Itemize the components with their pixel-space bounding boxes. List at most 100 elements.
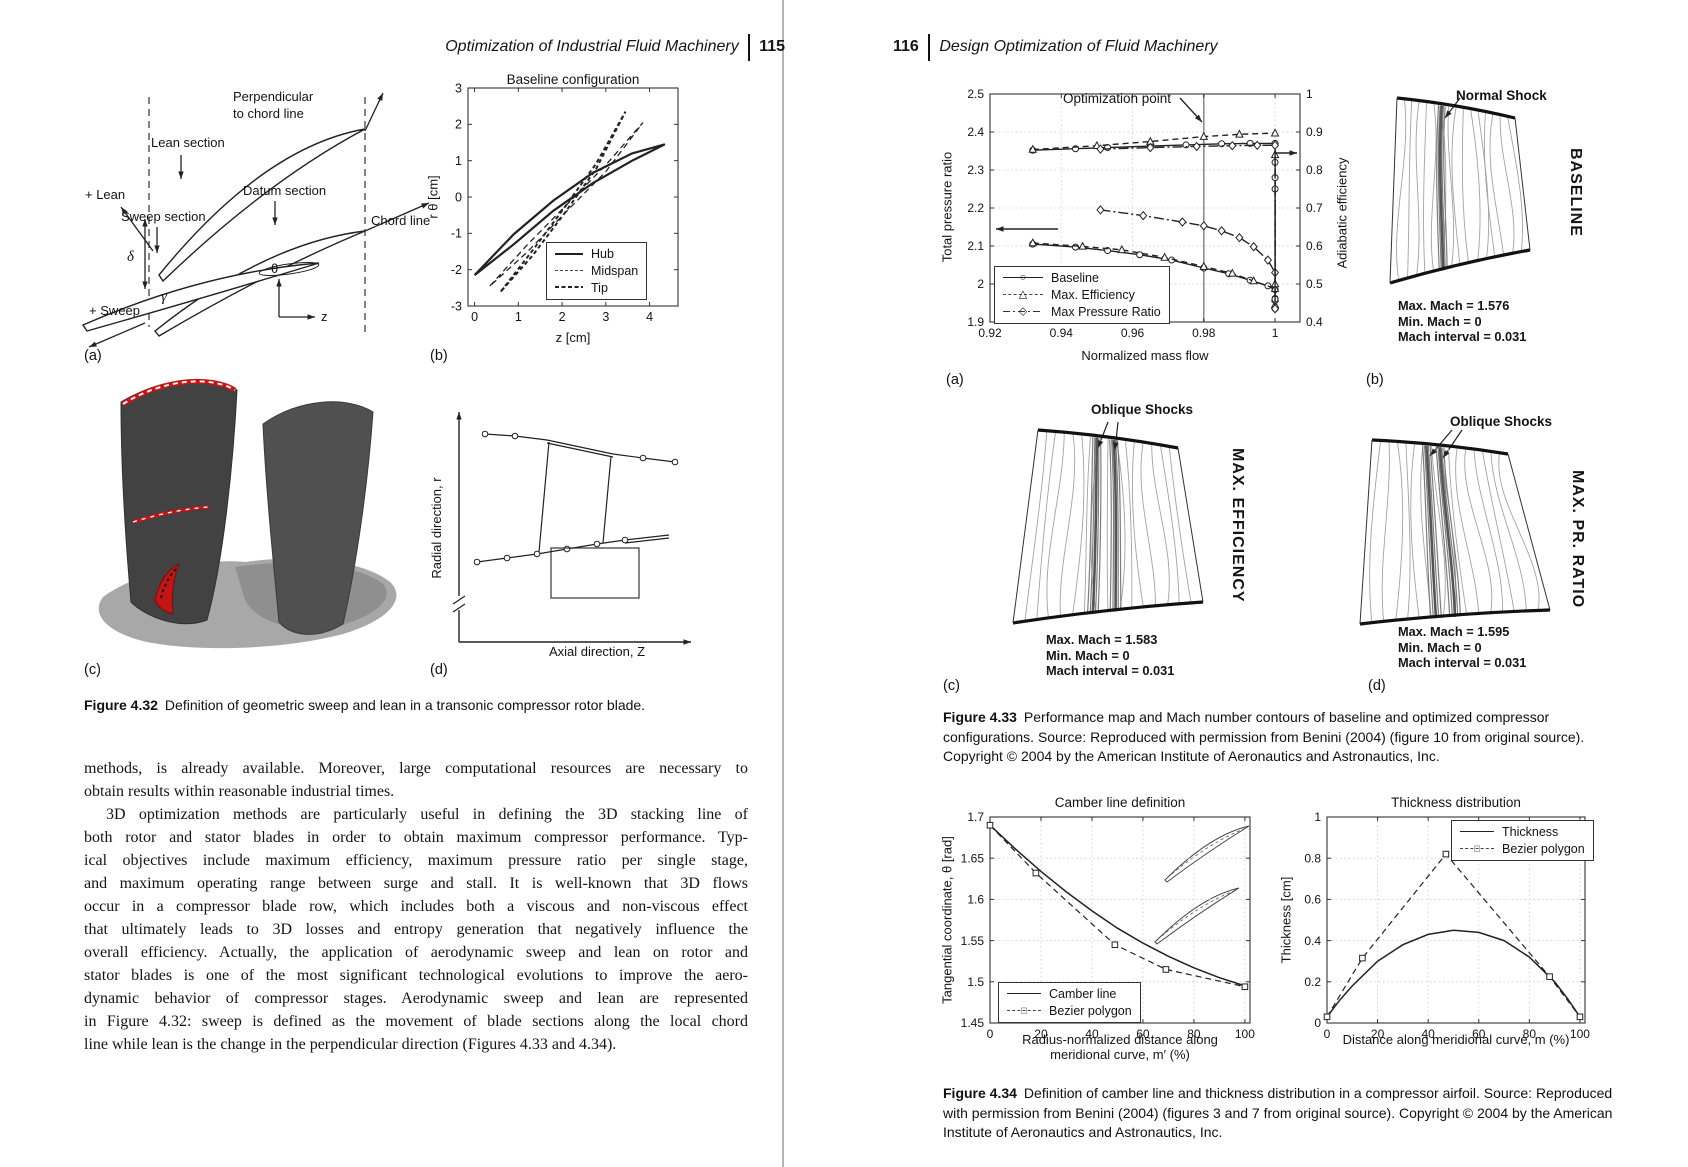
y-axis-label: Radial direction, r xyxy=(429,477,444,579)
svg-text:1: 1 xyxy=(1314,810,1321,824)
svg-text:0: 0 xyxy=(471,310,478,324)
body-line: 3D optimization methods are particularly… xyxy=(106,806,748,823)
x-axis-label: Axial direction, Z xyxy=(549,644,645,659)
svg-text:80: 80 xyxy=(1523,1027,1537,1041)
chart-title: Baseline configuration xyxy=(506,72,640,87)
legend-line-sample xyxy=(555,249,583,260)
svg-text:1.6: 1.6 xyxy=(967,893,984,907)
svg-text:2: 2 xyxy=(977,277,984,291)
optimization-point-annotation: Optimization point xyxy=(1063,91,1172,106)
legend-line-sample xyxy=(1460,827,1494,838)
mach-stats-max-efficiency: Max. Mach = 1.583 Min. Mach = 0 Mach int… xyxy=(1046,632,1174,679)
panel-label-a: (a) xyxy=(84,348,102,364)
figure-4-34-caption: Figure 4.34 Definition of camber line and… xyxy=(943,1084,1633,1143)
panel-label-c: (c) xyxy=(84,662,101,678)
x-axis-label: Normalized mass flow xyxy=(1081,348,1209,363)
page-gutter-divider xyxy=(782,0,784,1167)
running-head-title: Design Optimization of Fluid Machinery xyxy=(939,38,1218,55)
y-axis-label: Tangential coordinate, θ [rad] xyxy=(939,836,955,1004)
legend-figure-4-33a: ○ Baseline △ Max. Efficiency ◇ Max Pressure… xyxy=(994,266,1170,324)
figure-4-33-panel-d-contour xyxy=(1359,429,1551,626)
label-theta-axis: θ xyxy=(271,261,278,276)
label-datum-section: Datum section xyxy=(243,183,326,198)
body-line: ical objectives include maximum efficien… xyxy=(84,852,748,869)
legend-item: △ Max. Efficiency xyxy=(1003,288,1161,302)
svg-text:60: 60 xyxy=(1136,1027,1150,1041)
svg-text:0.8: 0.8 xyxy=(1306,163,1323,177)
svg-text:0.4: 0.4 xyxy=(1306,315,1323,329)
body-line: dynamic behavior of compressor stages. A… xyxy=(84,990,748,1007)
figure-4-33-panel-b-contour xyxy=(1389,96,1531,285)
legend-line-sample: □ xyxy=(1460,844,1494,855)
legend-label: Thickness xyxy=(1502,825,1559,839)
running-head-left: Optimization of Industrial Fluid Machine… xyxy=(410,32,785,62)
svg-text:2.2: 2.2 xyxy=(967,201,984,215)
svg-text:0.7: 0.7 xyxy=(1306,201,1323,215)
mach-stats-baseline: Max. Mach = 1.576 Min. Mach = 0 Mach int… xyxy=(1398,298,1526,345)
body-line: overall efficiency. Actually, the applic… xyxy=(84,944,748,961)
legend-line-sample xyxy=(1007,989,1041,1000)
body-text: methods, is already available. Moreover,… xyxy=(84,757,748,1056)
stat-line: Max. Mach = 1.595 xyxy=(1398,624,1510,639)
svg-text:2.3: 2.3 xyxy=(967,163,984,177)
legend-line-sample: □ xyxy=(1007,1006,1041,1017)
mach-stats-max-pr-ratio: Max. Mach = 1.595 Min. Mach = 0 Mach int… xyxy=(1398,624,1526,671)
svg-text:0.8: 0.8 xyxy=(1304,851,1321,865)
svg-text:-2: -2 xyxy=(451,263,462,277)
label-gamma: γ xyxy=(161,289,168,305)
figure-4-34-camber-chart: 0 20 40 60 80 100 1.45 1.5 1.55 1.6 1.65 1.7 xyxy=(961,810,1256,1041)
panel-label-b: (b) xyxy=(430,348,448,364)
svg-text:1: 1 xyxy=(1272,326,1279,340)
body-line: line while lean is the change in the per… xyxy=(84,1036,617,1053)
normal-shock-label: Normal Shock xyxy=(1456,88,1547,103)
svg-text:1.5: 1.5 xyxy=(967,975,984,989)
svg-text:2.4: 2.4 xyxy=(967,125,984,139)
legend-figure-4-32b: Hub Midspan Tip xyxy=(546,242,648,300)
caption-label: Figure 4.34 xyxy=(943,1085,1017,1101)
svg-text:1.45: 1.45 xyxy=(961,1016,985,1030)
running-head-rule xyxy=(927,33,931,61)
stat-line: Mach interval = 0.031 xyxy=(1398,329,1527,344)
stat-line: Min. Mach = 0 xyxy=(1398,313,1482,329)
y-axis-label-left: Total pressure ratio xyxy=(939,151,955,263)
svg-text:0: 0 xyxy=(455,190,462,204)
figure-4-33-caption: Figure 4.33 Performance map and Mach numb… xyxy=(943,708,1633,767)
page-number: 115 xyxy=(759,38,785,55)
svg-text:1.55: 1.55 xyxy=(961,934,985,948)
svg-text:0.9: 0.9 xyxy=(1306,125,1323,139)
legend-item: Camber line xyxy=(1007,987,1132,1001)
label-plus-lean: + Lean xyxy=(85,187,125,202)
svg-text:100: 100 xyxy=(1570,1027,1590,1041)
legend-label: Tip xyxy=(591,281,608,295)
legend-item: Hub xyxy=(555,247,638,261)
label-perpendicular-2: to chord line xyxy=(233,106,304,121)
label-chord-line: Chord line xyxy=(371,213,430,228)
label-perpendicular-1: Perpendicular xyxy=(233,89,314,104)
legend-label: Bezier polygon xyxy=(1049,1004,1132,1018)
legend-label: Midspan xyxy=(591,264,639,278)
legend-item: Thickness xyxy=(1460,825,1585,839)
x-axis-label: Distance along meridional curve, m (%) xyxy=(1342,1032,1570,1047)
legend-item: Tip xyxy=(555,281,638,295)
oblique-shocks-label: Oblique Shocks xyxy=(1091,402,1194,417)
svg-text:3: 3 xyxy=(602,310,609,324)
svg-text:0: 0 xyxy=(1324,1027,1331,1041)
svg-text:2.1: 2.1 xyxy=(967,239,984,253)
svg-text:0: 0 xyxy=(1314,1016,1321,1030)
svg-text:40: 40 xyxy=(1421,1027,1435,1041)
body-line: stator blades is one of the most signifi… xyxy=(84,967,748,984)
stat-line: Mach interval = 0.031 xyxy=(1398,655,1527,670)
svg-text:0.94: 0.94 xyxy=(1050,326,1074,340)
figure-4-32-panel-a-diagram: Perpendicular to chord line Lean section… xyxy=(81,89,430,348)
oblique-shocks-label: Oblique Shocks xyxy=(1450,414,1553,429)
stat-line: Min. Mach = 0 xyxy=(1398,639,1482,655)
figure-4-33-panel-c-contour xyxy=(1012,421,1204,625)
svg-text:2.5: 2.5 xyxy=(967,87,984,101)
svg-text:1: 1 xyxy=(1306,87,1313,101)
svg-text:0.4: 0.4 xyxy=(1304,934,1321,948)
figure-4-32-panel-b-chart: 0 1 2 3 4 -3 -2 -1 0 1 2 3 xyxy=(451,81,679,324)
caption-text: Definition of camber line and thickness … xyxy=(943,1085,1613,1140)
svg-text:1: 1 xyxy=(515,310,522,324)
legend-label: Baseline xyxy=(1051,271,1099,285)
